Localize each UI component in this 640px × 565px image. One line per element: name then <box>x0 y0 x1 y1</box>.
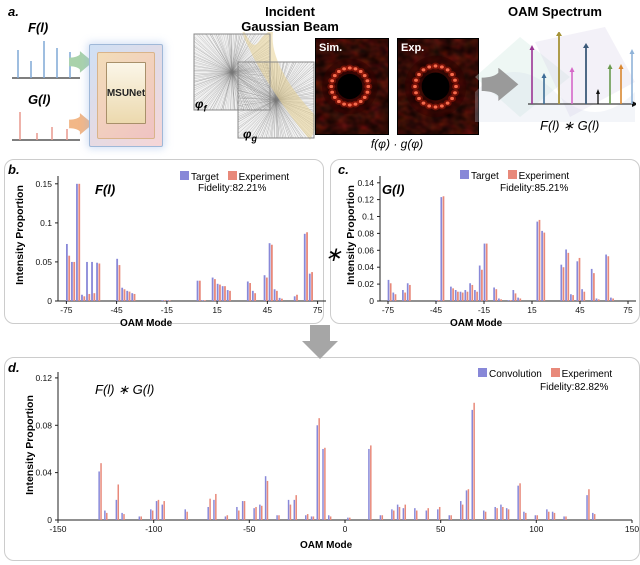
svg-text:45: 45 <box>263 305 273 315</box>
svg-text:15: 15 <box>527 305 537 315</box>
svg-text:-75: -75 <box>382 305 395 315</box>
svg-text:0.05: 0.05 <box>35 257 52 267</box>
svg-text:-15: -15 <box>161 305 174 315</box>
svg-text:-15: -15 <box>478 305 491 315</box>
svg-text:Sim.: Sim. <box>319 42 342 54</box>
svg-text:0.08: 0.08 <box>35 420 52 430</box>
svg-text:0.08: 0.08 <box>357 228 374 238</box>
svg-text:0.04: 0.04 <box>35 468 52 478</box>
svg-text:100: 100 <box>529 524 543 534</box>
svg-text:0.04: 0.04 <box>357 262 374 272</box>
svg-text:-45: -45 <box>110 305 123 315</box>
svg-text:45: 45 <box>575 305 585 315</box>
svg-text:0.02: 0.02 <box>357 279 374 289</box>
svg-text:150: 150 <box>625 524 639 534</box>
svg-text:0.15: 0.15 <box>35 179 52 189</box>
svg-text:75: 75 <box>313 305 323 315</box>
svg-text:75: 75 <box>623 305 633 315</box>
svg-text:0.12: 0.12 <box>357 195 374 205</box>
svg-text:-150: -150 <box>49 524 66 534</box>
svg-text:0.1: 0.1 <box>40 218 52 228</box>
svg-text:0: 0 <box>369 296 374 306</box>
svg-text:Exp.: Exp. <box>401 42 424 54</box>
svg-text:-50: -50 <box>243 524 256 534</box>
svg-text:50: 50 <box>436 524 446 534</box>
svg-text:15: 15 <box>212 305 222 315</box>
svg-text:0: 0 <box>47 296 52 306</box>
svg-text:0: 0 <box>343 524 348 534</box>
svg-text:-45: -45 <box>430 305 443 315</box>
svg-text:0.12: 0.12 <box>35 373 52 383</box>
svg-text:0.14: 0.14 <box>357 178 374 188</box>
svg-text:-75: -75 <box>60 305 73 315</box>
svg-text:-100: -100 <box>145 524 162 534</box>
svg-text:0.1: 0.1 <box>362 212 374 222</box>
svg-text:0.06: 0.06 <box>357 245 374 255</box>
